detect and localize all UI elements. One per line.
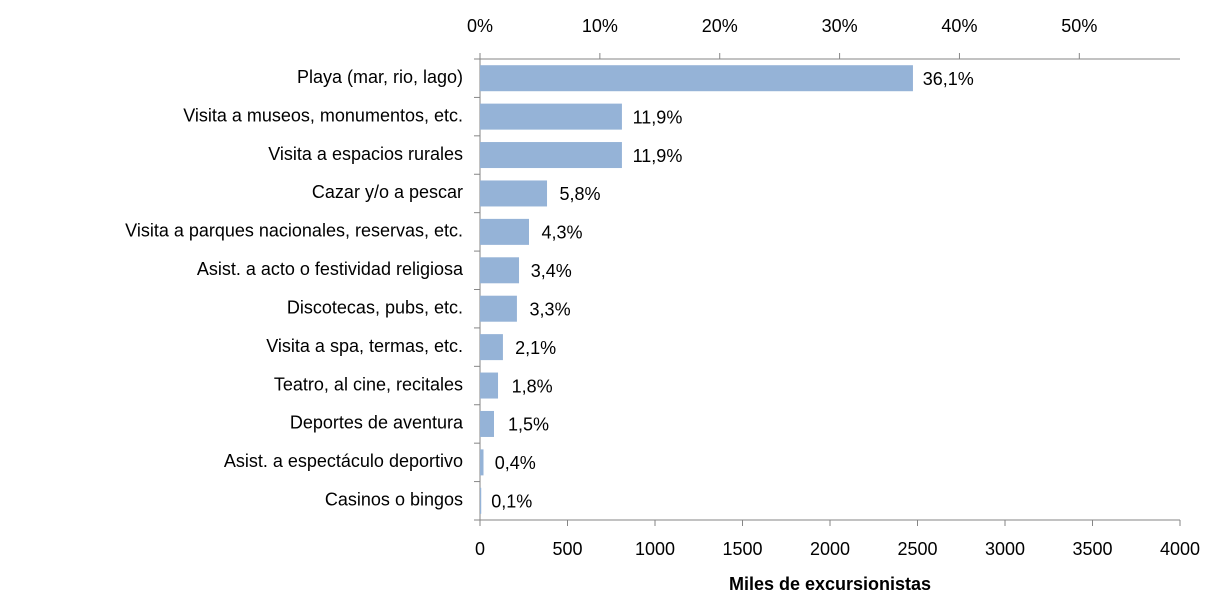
bar: [480, 65, 913, 92]
x-tick-label: 500: [552, 539, 582, 559]
data-label: 5,8%: [560, 184, 601, 204]
x-tick-label: 1000: [635, 539, 675, 559]
data-label: 0,1%: [491, 492, 532, 512]
x2-tick-label: 0%: [467, 16, 493, 36]
y-tick-label: Visita a parques nacionales, reservas, e…: [125, 221, 463, 241]
bar: [480, 142, 622, 169]
bar: [480, 334, 503, 361]
data-label: 2,1%: [515, 338, 556, 358]
bar: [480, 218, 529, 245]
data-label: 1,8%: [512, 376, 553, 396]
data-label: 1,5%: [508, 415, 549, 435]
y-tick-label: Playa (mar, rio, lago): [297, 67, 463, 87]
data-label: 11,9%: [633, 107, 683, 127]
x2-tick-label: 30%: [822, 16, 858, 36]
y-tick-label: Cazar y/o a pescar: [312, 182, 463, 202]
x-tick-label: 3500: [1072, 539, 1112, 559]
data-label: 3,3%: [530, 299, 571, 319]
x-tick-label: 2000: [810, 539, 850, 559]
x2-tick-label: 20%: [702, 16, 738, 36]
bar: [480, 487, 482, 514]
bar: [480, 449, 484, 476]
bar: [480, 257, 520, 284]
x-tick-label: 1500: [722, 539, 762, 559]
y-tick-label: Discotecas, pubs, etc.: [287, 297, 463, 317]
x-tick-label: 4000: [1160, 539, 1200, 559]
y-tick-label: Visita a espacios rurales: [268, 144, 463, 164]
data-label: 36,1%: [923, 69, 974, 89]
data-label: 4,3%: [542, 223, 583, 243]
y-tick-label: Asist. a espectáculo deportivo: [224, 451, 463, 471]
x2-tick-label: 40%: [941, 16, 977, 36]
x-tick-label: 2500: [897, 539, 937, 559]
x-tick-label: 0: [475, 539, 485, 559]
y-tick-label: Teatro, al cine, recitales: [274, 374, 463, 394]
bar: [480, 180, 548, 207]
data-label: 3,4%: [531, 261, 572, 281]
y-tick-label: Visita a spa, termas, etc.: [266, 336, 463, 356]
y-tick-label: Deportes de aventura: [290, 413, 464, 433]
bar: [480, 410, 494, 437]
x2-tick-label: 10%: [582, 16, 618, 36]
bar: [480, 295, 517, 322]
x2-tick-label: 50%: [1061, 16, 1097, 36]
x-tick-label: 3000: [985, 539, 1025, 559]
y-tick-label: Visita a museos, monumentos, etc.: [183, 105, 463, 125]
bar: [480, 372, 499, 399]
y-tick-label: Casinos o bingos: [325, 490, 463, 510]
data-label: 11,9%: [633, 146, 683, 166]
data-label: 0,4%: [495, 453, 536, 473]
x-axis-title: Miles de excursionistas: [729, 574, 931, 594]
bar: [480, 103, 622, 130]
y-tick-label: Asist. a acto o festividad religiosa: [197, 259, 464, 279]
